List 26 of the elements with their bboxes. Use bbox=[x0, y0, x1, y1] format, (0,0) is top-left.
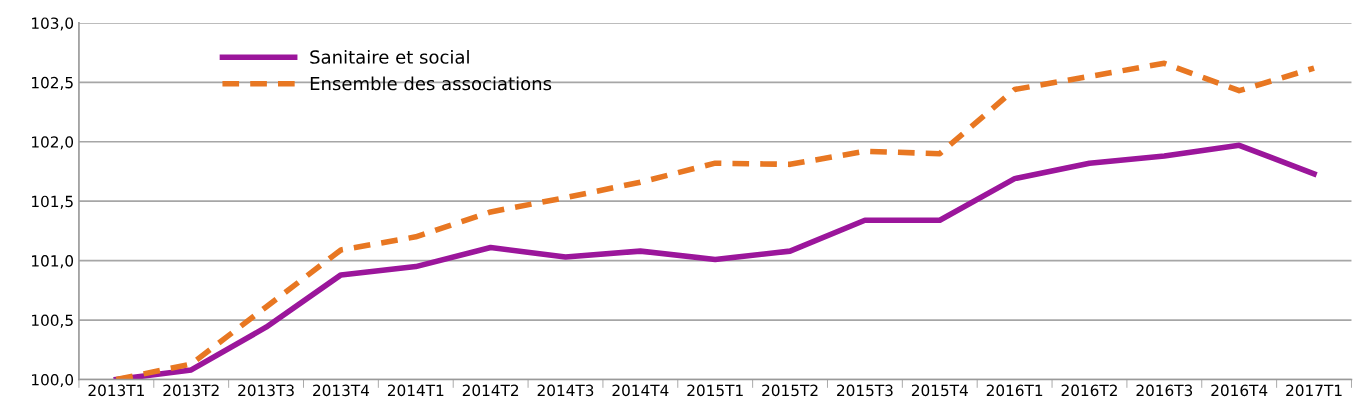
y-tick-label: 100,5 bbox=[32, 314, 73, 328]
y-tick-label: 102,5 bbox=[32, 76, 73, 90]
x-tick-label: 2016T3 bbox=[1136, 384, 1193, 397]
x-tick-label: 2013T1 bbox=[88, 384, 144, 397]
x-tick-label: 2014T1 bbox=[387, 384, 444, 397]
legend-label: Sanitaire et social bbox=[310, 49, 469, 64]
x-tick-label: 2013T3 bbox=[238, 384, 294, 397]
x-tick-label: 2014T4 bbox=[612, 384, 669, 397]
x-tick-label: 2015T2 bbox=[762, 384, 818, 397]
x-tick-label: 2014T3 bbox=[537, 384, 594, 397]
x-tick-label: 2015T3 bbox=[837, 384, 893, 397]
y-tick-label: 100,0 bbox=[32, 373, 74, 388]
x-tick-label: 2014T2 bbox=[462, 384, 519, 397]
y-tick-label: 101,0 bbox=[32, 255, 74, 269]
x-tick-label: 2015T4 bbox=[911, 384, 968, 397]
y-tick-label: 102,0 bbox=[32, 136, 74, 150]
legend-label: Ensemble des associations bbox=[310, 76, 552, 91]
y-tick-label: 101,5 bbox=[32, 195, 73, 209]
y-tick-label: 103,0 bbox=[32, 17, 74, 31]
x-tick-label: 2013T4 bbox=[313, 384, 370, 397]
x-tick-label: 2016T1 bbox=[986, 384, 1043, 397]
x-tick-label: 2015T1 bbox=[687, 384, 743, 397]
x-tick-label: 2013T2 bbox=[163, 384, 219, 397]
x-tick-label: 2016T2 bbox=[1061, 384, 1117, 397]
x-tick-label: 2016T4 bbox=[1211, 384, 1268, 397]
x-tick-label: 2017T1 bbox=[1286, 384, 1342, 397]
